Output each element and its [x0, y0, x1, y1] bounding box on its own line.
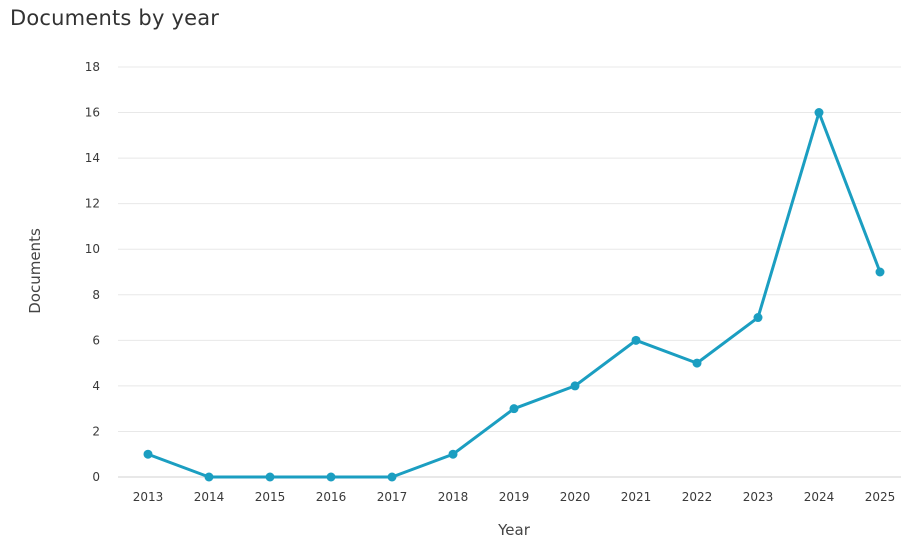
x-tick-label: 2019 — [499, 490, 530, 504]
y-tick-label: 4 — [92, 379, 100, 393]
gridlines — [118, 66, 901, 478]
data-point — [753, 313, 763, 323]
y-tick-label: 10 — [85, 242, 100, 256]
y-axis-ticks: 0 2 4 6 8 10 12 14 16 18 — [85, 60, 100, 484]
x-tick-label: 2014 — [194, 490, 225, 504]
y-tick-label: 6 — [92, 333, 100, 347]
data-point — [875, 267, 885, 277]
chart-title: Documents by year — [10, 6, 220, 30]
x-axis-title: Year — [497, 521, 531, 539]
x-tick-label: 2022 — [682, 490, 713, 504]
data-point — [265, 472, 275, 482]
data-point — [143, 449, 153, 459]
y-tick-label: 8 — [92, 288, 100, 302]
y-tick-label: 18 — [85, 60, 100, 74]
data-point — [631, 335, 641, 345]
y-tick-label: 16 — [85, 106, 100, 120]
y-tick-label: 14 — [85, 151, 100, 165]
data-point — [814, 108, 824, 118]
y-tick-label: 0 — [92, 470, 100, 484]
data-point — [570, 381, 580, 391]
y-tick-label: 2 — [92, 424, 100, 438]
x-tick-label: 2015 — [255, 490, 286, 504]
x-tick-label: 2024 — [804, 490, 835, 504]
data-point — [326, 472, 336, 482]
x-axis-ticks: 2013 2014 2015 2016 2017 2018 2019 2020 2021 2022… — [133, 490, 896, 504]
x-tick-label: 2018 — [438, 490, 469, 504]
data-point — [387, 472, 397, 482]
data-point — [448, 449, 458, 459]
x-tick-label: 2016 — [316, 490, 347, 504]
x-tick-label: 2017 — [377, 490, 408, 504]
x-tick-label: 2021 — [621, 490, 652, 504]
data-point — [509, 404, 519, 414]
y-tick-label: 12 — [85, 197, 100, 211]
x-tick-label: 2020 — [560, 490, 591, 504]
y-axis-title: Documents — [26, 228, 44, 314]
x-tick-label: 2023 — [743, 490, 774, 504]
x-tick-label: 2013 — [133, 490, 164, 504]
data-point — [204, 472, 214, 482]
series-documents — [143, 108, 885, 482]
x-tick-label: 2025 — [865, 490, 896, 504]
data-point — [692, 358, 702, 368]
